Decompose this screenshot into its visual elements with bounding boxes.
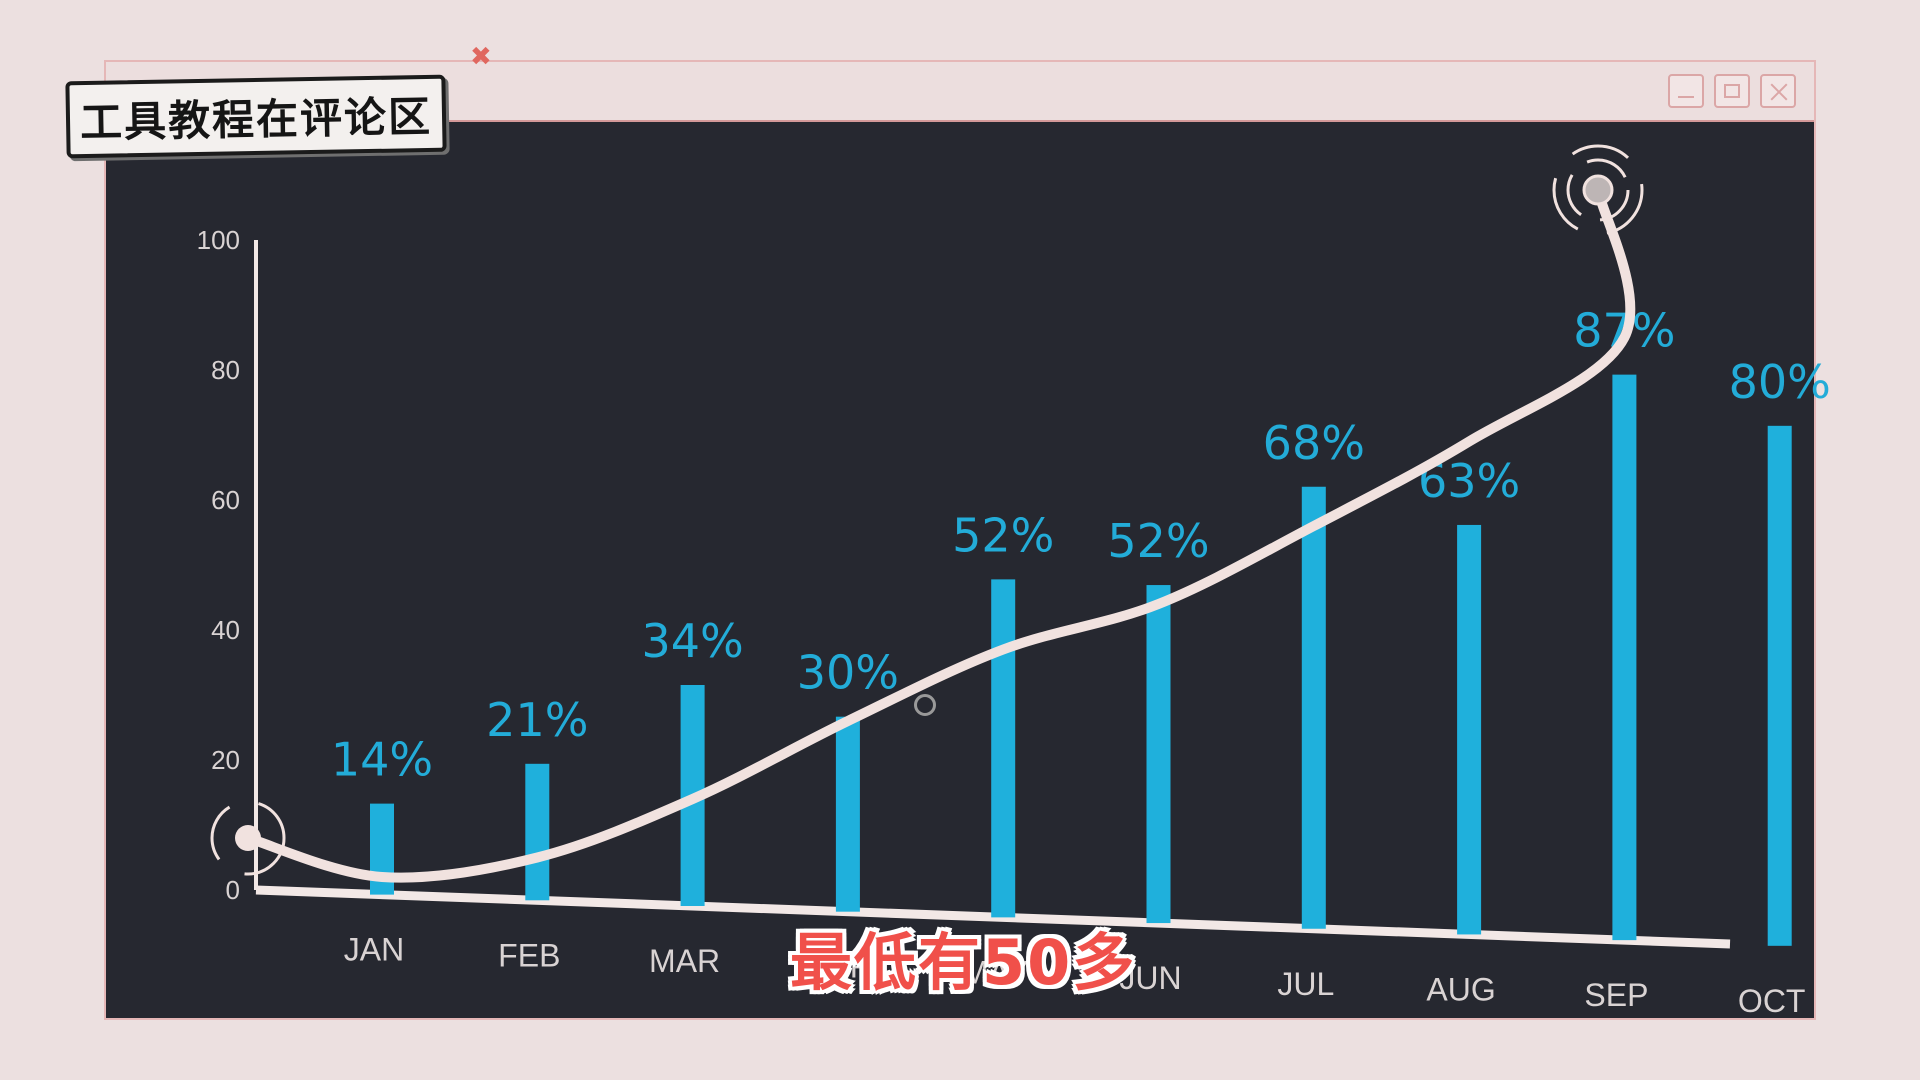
x-tick-label: SEP [1584, 977, 1648, 1013]
bar-value-label: 14% [331, 733, 433, 787]
bar-value-label: 30% [797, 646, 899, 700]
bar [1457, 524, 1482, 935]
bar [1301, 486, 1326, 929]
bar-value-label: 68% [1263, 416, 1365, 470]
bar-value-label: 52% [952, 508, 1054, 562]
subtitle-caption: 最低有50多 [790, 926, 1137, 999]
y-tick-label: 80 [211, 355, 240, 385]
y-tick-label: 40 [211, 615, 240, 645]
x-tick-label: FEB [498, 937, 560, 973]
x-tick-label: AUG [1426, 971, 1495, 1007]
x-tick-label: JUN [1119, 960, 1181, 996]
minimize-button[interactable] [1668, 74, 1704, 108]
jacket-button [914, 694, 936, 716]
bar [991, 579, 1016, 918]
x-tick-label: MAY [962, 954, 1029, 990]
close-mark-icon: ✖ [470, 42, 492, 72]
bar [1612, 374, 1637, 941]
bar [1146, 585, 1171, 924]
y-tick-label: 20 [211, 745, 240, 775]
trend-start-ring [210, 800, 286, 876]
trend-end-ring-inner [1566, 158, 1630, 222]
x-tick-label: APR [807, 949, 873, 985]
trend-end-point [1582, 174, 1614, 206]
trend-line [243, 185, 1636, 883]
bar-value-label: 80% [1729, 355, 1831, 409]
trend-start-point [235, 825, 261, 851]
bar [835, 716, 860, 912]
bar-value-label: 21% [486, 693, 588, 747]
bar-value-label: 52% [1107, 514, 1209, 568]
maximize-button[interactable] [1714, 74, 1750, 108]
y-tick-label: 0 [226, 875, 240, 905]
x-tick-label: JUL [1277, 966, 1334, 1002]
bar-value-label: 34% [641, 614, 743, 668]
bar [1767, 425, 1792, 946]
x-tick-label: JAN [344, 932, 404, 968]
y-tick-label: 60 [211, 485, 240, 515]
tutorial-tag: 工具教程在评论区 [65, 74, 447, 159]
bar [525, 763, 550, 901]
close-button[interactable] [1760, 74, 1796, 108]
x-tick-label: MAR [649, 943, 720, 979]
trend-end-ring-outer [1552, 144, 1644, 236]
window-controls [1668, 74, 1796, 108]
x-tick-label: OCT [1738, 983, 1806, 1019]
y-tick-label: 100 [197, 225, 240, 255]
